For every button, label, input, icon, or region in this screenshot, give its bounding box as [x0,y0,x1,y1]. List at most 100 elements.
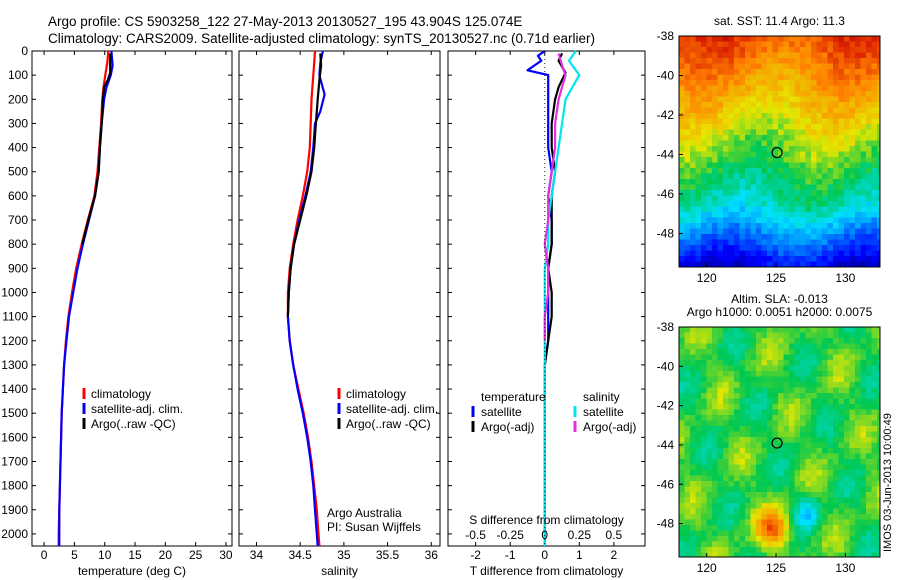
x-tick-label: 1 [576,548,583,562]
y-tick-label: 1500 [1,406,28,420]
x-axis-label: temperature (deg C) [78,564,186,578]
y-tick-label: -46 [657,187,675,201]
y-tick-label: 700 [8,213,28,227]
legend-label: Argo(..raw -QC) [346,417,431,431]
m1-frame [678,35,881,268]
series-s-satellite [543,50,581,546]
timestamp-label: IMOS 03-Jun-2013 10:00:49 [882,413,894,552]
x-tick-label: 0 [541,548,548,562]
m2-frame [678,326,881,558]
y-tick-label: -48 [657,226,675,240]
y-tick-label: -40 [657,68,675,82]
m2-field [679,327,880,557]
y-tick-label: 1700 [1,454,28,468]
x-tick-label: 35 [337,548,351,562]
x-tick-label: 34.5 [288,548,312,562]
x-axis-label: salinity [321,564,358,578]
y-tick-label: 1100 [2,310,28,324]
sla-map-title-2: Argo h1000: 0.0051 h2000: 0.0075 [687,305,873,319]
y-tick-label: 1000 [1,285,28,299]
y-tick-label: -38 [657,320,675,334]
legend-title-temperature: temperature [481,390,546,404]
top-tick-label: -0.25 [497,528,525,542]
y-tick-label: 100 [8,68,28,82]
y-tick-label: -42 [657,399,675,413]
y-tick-label: 500 [8,165,28,179]
y-tick-label: -44 [657,438,675,452]
x-tick-label: 10 [98,548,112,562]
y-tick-label: 1300 [1,358,28,372]
x-tick-label: 130 [835,271,855,285]
credit-line-2: PI: Susan Wijffels [327,520,421,534]
x-tick-label: 125 [766,561,786,575]
x-tick-label: 15 [128,548,142,562]
y-tick-label: -42 [657,108,675,122]
top-tick-label: 0.25 [568,528,592,542]
series-s-argo-adj- [543,53,567,341]
credit-line-1: Argo Australia [327,506,402,520]
y-tick-label: -40 [657,359,675,373]
y-tick-label: 1400 [1,382,28,396]
x-tick-label: 36 [425,548,439,562]
top-tick-label: -0.5 [465,528,486,542]
x-axis-label: T difference from climatology [470,564,624,578]
y-tick-label: -48 [657,517,675,531]
y-tick-label: 200 [8,92,28,106]
y-tick-label: 2000 [1,527,28,541]
x-tick-label: 34 [250,548,264,562]
top-tick-label: 0.5 [606,528,623,542]
y-tick-label: -38 [657,29,675,43]
x-tick-label: 120 [697,561,717,575]
y-tick-label: 0 [21,44,28,58]
legend-label: satellite [481,405,522,419]
top-axis-label: S difference from climatology [469,513,624,527]
title-line-2: Climatology: CARS2009. Satellite-adjuste… [48,31,595,46]
title-line-1: Argo profile: CS 5903258_122 27-May-2013… [48,14,522,29]
y-tick-label: 1200 [1,334,28,348]
argo-position-marker [771,146,783,159]
x-tick-label: 0 [41,548,48,562]
legend-title-salinity: salinity [583,390,620,404]
x-tick-label: 2 [611,548,618,562]
series-satellite-adj-clim- [58,50,114,546]
x-tick-label: -1 [505,548,516,562]
y-tick-label: 300 [8,116,28,130]
legend-label: satellite-adj. clim. [346,402,438,416]
legend-label: Argo(-adj) [481,420,534,434]
x-tick-label: 120 [697,271,717,285]
sst-map-title: sat. SST: 11.4 Argo: 11.3 [714,14,845,28]
y-tick-label: 400 [8,141,28,155]
sla-map-title-1: Altim. SLA: -0.013 [731,292,828,306]
x-tick-label: 25 [189,548,203,562]
p1-frame [31,50,233,547]
y-tick-label: 800 [8,237,28,251]
x-tick-label: 35.5 [376,548,400,562]
x-tick-label: 30 [219,548,233,562]
y-tick-label: 1600 [1,430,28,444]
argo-position-marker [771,437,783,449]
x-tick-label: 130 [835,561,855,575]
p2-frame [238,50,441,547]
legend-label: climatology [91,387,151,401]
legend-label: satellite [583,405,624,419]
m1-field [679,36,880,267]
y-tick-label: 1800 [1,479,28,493]
x-tick-label: 5 [71,548,78,562]
sla-map: 120 125 130 -38 -40 -42 -44 -46 -48 Altim. SLA: -… [657,292,881,575]
difference-plot: -2 -1 0 1 2 T difference from climatology -0.5… [447,50,646,578]
legend-label: satellite-adj. clim. [91,402,183,416]
legend-label: Argo(-adj) [583,420,636,434]
y-tick-label: 900 [8,261,28,275]
x-tick-label: -2 [470,548,481,562]
y-tick-label: 1900 [1,503,28,517]
temperature-plot: 0100200300400500600700800900100011001200… [1,44,233,578]
legend-label: Argo(..raw -QC) [91,417,176,431]
y-tick-label: -44 [657,147,675,161]
legend-label: climatology [346,387,406,401]
x-tick-label: 20 [159,548,173,562]
salinity-plot: 34 34.5 35 35.5 36 salinity climatologysatelli… [238,50,441,578]
x-tick-label: 125 [766,271,786,285]
series-argo-raw-qc- [286,53,323,317]
sst-map: 120 125 130 -38 -40 -42 -44 -46 -48 sat. SST: 11.… [657,14,881,285]
